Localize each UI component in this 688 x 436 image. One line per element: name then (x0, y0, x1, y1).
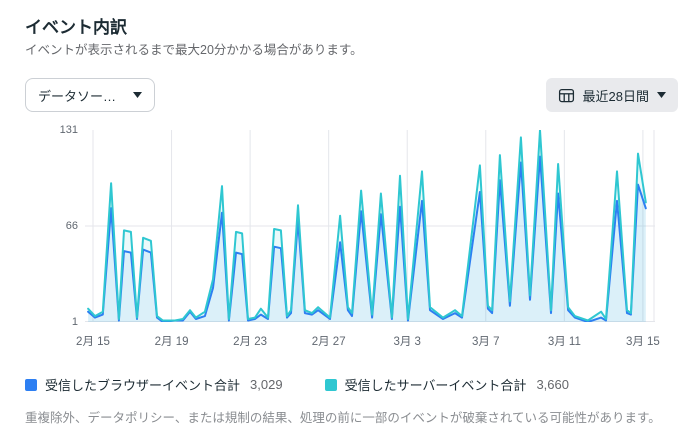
calendar-icon (558, 88, 574, 102)
x-axis-tick: 2月 23 (233, 336, 268, 348)
data-source-dropdown-label: データソー… (38, 88, 117, 104)
x-axis-tick: 2月 19 (154, 336, 189, 348)
legend-value-server: 3,660 (536, 377, 569, 392)
y-axis-tick: 66 (65, 220, 78, 232)
data-source-dropdown[interactable]: データソー… (25, 78, 155, 112)
event-chart (85, 129, 655, 323)
legend-swatch-browser (25, 378, 37, 391)
legend-item-server-events: 受信したサーバーイベント合計 3,660 (324, 375, 569, 394)
legend-label-server: 受信したサーバーイベント合計 (344, 378, 527, 393)
x-axis-tick: 3月 11 (547, 336, 581, 348)
legend-label-browser: 受信したブラウザーイベント合計 (45, 378, 241, 393)
y-axis-tick: 131 (59, 124, 78, 136)
date-range-button[interactable]: 最近28日間 (545, 78, 678, 112)
legend-swatch-server (324, 378, 337, 391)
legend-item-browser-events: 受信したブラウザーイベント合計 3,029 (25, 375, 283, 394)
page-title: イベント内訳 (25, 18, 127, 37)
chart-legend: 受信したブラウザーイベント合計 3,029 受信したサーバーイベント合計 3,6… (25, 375, 569, 394)
x-axis-tick: 2月 15 (76, 336, 110, 348)
x-axis-tick: 3月 7 (472, 336, 500, 348)
legend-value-browser: 3,029 (250, 377, 283, 392)
x-axis-tick: 3月 15 (625, 336, 660, 348)
chevron-down-icon (133, 92, 142, 98)
chevron-down-icon (657, 92, 666, 98)
date-range-label: 最近28日間 (582, 88, 649, 104)
y-axis-tick: 1 (71, 316, 78, 328)
footer-note: 重複除外、データポリシー、または規制の結果、処理の前に一部のイベントが破棄されて… (25, 411, 661, 425)
chart-svg (85, 129, 655, 323)
page-subtitle: イベントが表示されるまで最大20分かかる場合があります。 (25, 43, 363, 57)
x-axis-tick: 2月 27 (311, 336, 346, 348)
x-axis-tick: 3月 3 (393, 336, 421, 348)
